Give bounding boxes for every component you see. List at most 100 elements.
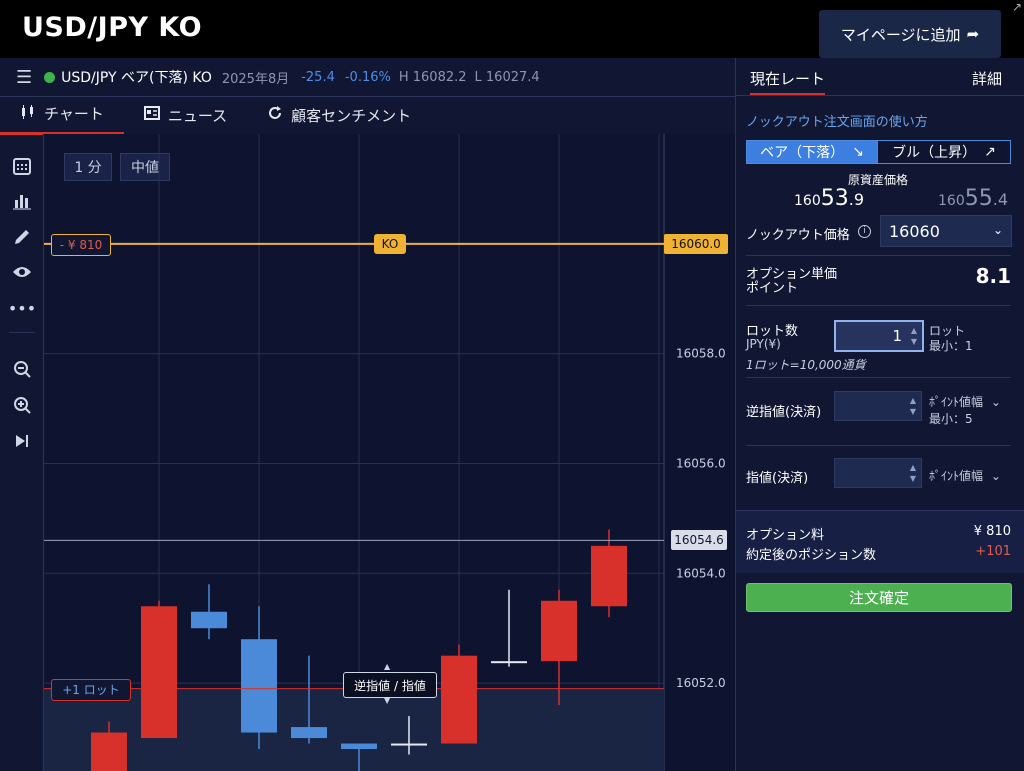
candle-body — [541, 600, 577, 662]
limit-decrement-icon[interactable]: ▼ — [909, 474, 917, 483]
ko-price-select[interactable]: 16060 ⌄ — [880, 215, 1012, 247]
candle-body — [291, 727, 327, 739]
sl-tp-drag-handle[interactable]: 逆指値 / 指値 — [343, 672, 437, 698]
candle-body — [491, 661, 527, 664]
market-open-indicator — [44, 71, 56, 83]
candlestick-icon — [20, 104, 36, 123]
instrument-symbol: USD/JPY ベア(下落) KO — [61, 70, 212, 86]
lot-unit: ロット — [929, 324, 966, 338]
lot-label: ロット数 — [746, 324, 799, 339]
candle-body — [191, 611, 227, 629]
lot-input[interactable]: 1 ▲ ▼ — [834, 320, 924, 352]
price-chart[interactable]: 1 分 中値 16058.0 16056.0 16054.0 16052.0 - ¥ … — [43, 134, 736, 771]
bid-main: 53 — [820, 186, 849, 211]
eye-icon[interactable] — [10, 260, 34, 284]
howto-link[interactable]: ノックアウト注文画面の使い方 — [746, 115, 928, 130]
bid-suffix: .9 — [848, 190, 864, 209]
calendar-icon[interactable] — [10, 154, 34, 178]
arrow-up-right-icon: ↗ — [984, 144, 996, 160]
stop-min: 最小：5 — [929, 412, 973, 426]
order-panel: 現在レート 詳細 ノックアウト注文画面の使い方 ベア（下落） ↘ ブル（上昇） … — [735, 58, 1024, 771]
stop-unit-select[interactable]: ﾎﾟｲﾝﾄ値幅 ⌄ — [929, 393, 1001, 410]
candle-body — [341, 743, 377, 750]
bull-toggle[interactable]: ブル（上昇） ↗ — [877, 140, 1011, 164]
drag-up-icon: ▲ — [384, 662, 391, 671]
toolbar-divider — [9, 332, 35, 333]
y-tick-label: 16052.0 — [676, 676, 726, 690]
instrument-info-bar: ☰ USD/JPY ベア(下落) KO 2025年8月 -25.4 -0.16%… — [0, 58, 735, 97]
chart-tabs: チャート ニュース 顧客センチメント — [0, 96, 735, 135]
lot-increment-icon[interactable]: ▲ — [910, 326, 918, 335]
panel-divider — [736, 95, 1024, 96]
ko-price-value: 16060 — [889, 222, 940, 241]
ask-prefix: 160 — [938, 193, 965, 209]
bid-price: 16053.9 — [794, 186, 864, 211]
add-to-mypage-label: マイページに追加 — [840, 25, 961, 44]
candle-body — [441, 655, 477, 744]
limit-input[interactable]: ▲ ▼ — [834, 458, 922, 488]
limit-label: 指値(決済) — [746, 471, 809, 486]
instrument-date: 2025年8月 — [221, 71, 290, 87]
chevron-down-icon: ⌄ — [990, 469, 1001, 483]
ko-marker[interactable]: KO — [374, 233, 406, 254]
indicator-bar-icon[interactable] — [10, 189, 34, 213]
tab-chart[interactable]: チャート — [0, 96, 124, 135]
expand-arrow-icon[interactable]: ↗ — [1012, 0, 1023, 14]
bear-toggle[interactable]: ベア（下落） ↘ — [746, 140, 878, 164]
zoom-in-icon[interactable] — [10, 393, 34, 417]
add-to-mypage-button[interactable]: マイページに追加 ➦ — [819, 10, 1001, 58]
bear-label: ベア（下落） — [760, 145, 845, 161]
ask-price: 16055.4 — [938, 186, 1008, 211]
stop-increment-icon[interactable]: ▲ — [909, 396, 917, 405]
bull-label: ブル（上昇） — [892, 145, 977, 161]
option-unit-value: 8.1 — [975, 264, 1011, 288]
price-change: -25.4 — [301, 69, 335, 85]
lot-decrement-icon[interactable]: ▼ — [910, 337, 918, 346]
section-divider — [746, 305, 1011, 306]
limit-increment-icon[interactable]: ▲ — [909, 463, 917, 472]
chart-toolbar: ••• — [0, 134, 43, 771]
position-lot-label[interactable]: +1 ロット — [51, 678, 131, 701]
news-icon — [143, 106, 160, 124]
candle-body — [241, 639, 277, 733]
stop-input[interactable]: ▲ ▼ — [834, 391, 922, 421]
bid-prefix: 160 — [794, 193, 821, 209]
hamburger-menu-icon[interactable]: ☰ — [16, 66, 33, 88]
tab-sentiment-label: 顧客センチメント — [291, 106, 412, 125]
stop-unit: ﾎﾟｲﾝﾄ値幅 — [929, 395, 984, 409]
info-icon[interactable]: i — [858, 225, 871, 238]
stop-decrement-icon[interactable]: ▼ — [909, 407, 917, 416]
option-unit-label: オプション単価 — [746, 267, 838, 282]
lot-note: 1ロット=10,000通貨 — [746, 358, 866, 372]
candle-body — [591, 545, 627, 607]
tab-current-rate[interactable]: 現在レート — [750, 68, 826, 96]
more-icon[interactable]: ••• — [7, 298, 37, 318]
limit-unit-select[interactable]: ﾎﾟｲﾝﾄ値幅 ⌄ — [929, 467, 1001, 484]
tab-news[interactable]: ニュース — [124, 97, 247, 133]
zoom-out-icon[interactable] — [10, 357, 34, 381]
tab-chart-label: チャート — [44, 105, 104, 123]
interval-selector[interactable]: 1 分 — [64, 153, 112, 181]
ko-price-label: ノックアウト価格 — [746, 228, 850, 243]
position-count-label: 約定後のポジション数 — [746, 548, 877, 563]
share-arrow-icon: ➦ — [966, 25, 980, 43]
page-title: USD/JPY KO — [22, 12, 203, 43]
confirm-order-button[interactable]: 注文確定 — [746, 583, 1012, 612]
ko-loss-label: - ¥ 810 — [51, 233, 111, 256]
summary-box: オプション料 ¥ 810 約定後のポジション数 +101 — [736, 510, 1024, 573]
section-divider — [746, 445, 1011, 446]
option-unit-sub: ポイント — [746, 281, 799, 296]
tab-sentiment[interactable]: 顧客センチメント — [247, 97, 431, 133]
chevron-down-icon: ⌄ — [990, 395, 1001, 409]
chart-canvas: 16058.0 16056.0 16054.0 16052.0 — [44, 134, 726, 771]
jump-to-latest-icon[interactable] — [10, 429, 34, 453]
premium-value: ¥ 810 — [973, 524, 1011, 539]
lot-currency: JPY(¥) — [746, 337, 781, 351]
refresh-icon — [267, 105, 283, 125]
pencil-icon[interactable] — [10, 225, 34, 249]
day-high: H 16082.2 — [398, 69, 467, 85]
candle-body — [391, 743, 427, 746]
ko-price-tag: 16060.0 — [664, 233, 728, 254]
tab-detail[interactable]: 詳細 — [972, 70, 1003, 88]
price-type-selector[interactable]: 中値 — [120, 153, 170, 181]
